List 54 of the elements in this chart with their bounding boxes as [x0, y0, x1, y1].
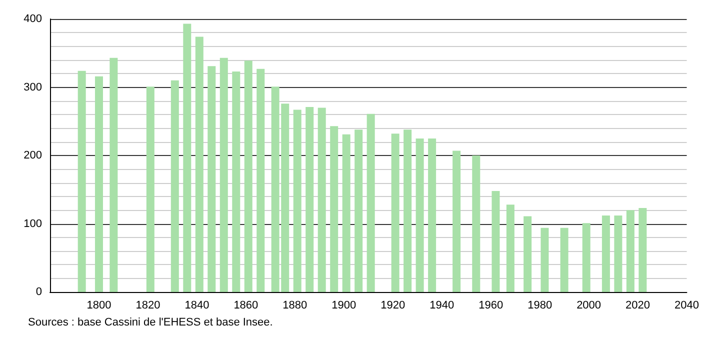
y-tick-label: 300: [24, 81, 42, 94]
bar: [391, 134, 400, 292]
bar: [318, 108, 326, 292]
y-tick-label: 0: [36, 286, 42, 298]
bar: [78, 70, 86, 292]
x-tick-label: 1860: [234, 300, 258, 312]
bar: [506, 204, 514, 292]
x-tick-label: 1900: [332, 300, 356, 312]
bar: [232, 72, 240, 292]
bar: [602, 216, 610, 292]
bar: [220, 58, 228, 292]
bar: [492, 190, 500, 292]
bar: [626, 210, 634, 292]
bar: [195, 36, 204, 292]
bar: [170, 80, 179, 292]
bar: [614, 216, 622, 292]
bar: [244, 60, 252, 292]
bar: [560, 228, 568, 292]
bar: [146, 86, 154, 292]
bar: [472, 156, 480, 292]
bar: [306, 107, 314, 292]
bar: [452, 150, 461, 292]
bar: [404, 130, 412, 292]
source-note: Sources : base Cassini de l'EHESS et base Insee.: [28, 316, 273, 328]
x-tick-label: 1840: [184, 300, 210, 312]
bar: [524, 216, 532, 292]
bar: [638, 208, 647, 292]
x-tick-label: 1820: [136, 300, 160, 312]
y-tick-label: 100: [24, 218, 42, 230]
bar: [582, 223, 590, 292]
x-tick-label: 2020: [626, 300, 650, 312]
x-tick-label: 1920: [380, 300, 406, 312]
bar: [354, 130, 363, 292]
bar: [208, 66, 216, 292]
bar: [428, 138, 436, 292]
bar: [183, 24, 192, 292]
bar: [366, 114, 375, 292]
x-tick-label: 1940: [430, 300, 454, 312]
y-tick-label: 200: [24, 150, 42, 162]
bar: [342, 134, 350, 292]
bar: [416, 138, 424, 292]
x-tick-label: 1960: [478, 300, 504, 312]
bar: [110, 58, 118, 292]
bar: [540, 228, 549, 292]
x-tick-label: 2000: [576, 300, 602, 312]
bar: [330, 126, 338, 292]
bar: [94, 76, 103, 292]
x-tick-label: 2040: [674, 300, 700, 312]
bar: [293, 110, 302, 292]
y-tick-label: 400: [24, 13, 42, 25]
x-tick-label: 1800: [86, 300, 112, 312]
bar: [256, 68, 265, 292]
x-tick-label: 1880: [282, 300, 308, 312]
x-tick-label: 1980: [528, 300, 552, 312]
